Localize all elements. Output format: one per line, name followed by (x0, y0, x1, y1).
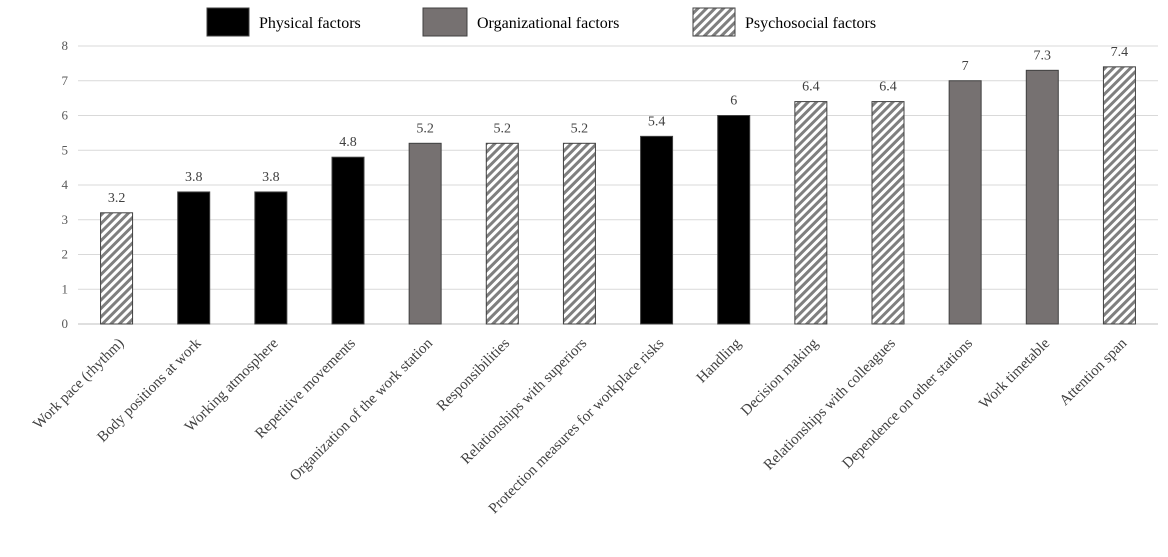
data-label: 5.2 (416, 121, 434, 136)
data-label: 6.4 (879, 80, 897, 95)
bar-4 (408, 142, 442, 325)
bar-9 (794, 101, 828, 325)
y-tick-label: 0 (62, 316, 69, 331)
bar-8 (717, 115, 751, 325)
y-tick-label: 4 (62, 177, 69, 192)
y-tick-label: 1 (62, 281, 69, 296)
data-label: 5.2 (494, 121, 512, 136)
bar-5 (485, 142, 519, 325)
legend-label: Organizational factors (477, 15, 619, 32)
category-label: Relationships with colleagues (761, 335, 899, 473)
data-label: 5.4 (648, 114, 666, 129)
bar-12 (1025, 69, 1059, 325)
category-label: Responsibilities (434, 335, 513, 414)
legend-swatch (422, 7, 468, 37)
data-label: 4.8 (339, 135, 357, 150)
y-axis: 0 1 2 3 4 5 6 7 8 (62, 38, 69, 331)
legend: Physical factors Organizational factors Ps… (206, 7, 876, 37)
y-tick-label: 2 (62, 247, 69, 262)
bars (100, 66, 1136, 325)
bar-10 (871, 101, 905, 325)
legend-label: Psychosocial factors (745, 15, 876, 32)
data-label: 7.4 (1111, 45, 1129, 60)
category-label: Attention span (1057, 335, 1131, 409)
category-label: Handling (694, 335, 745, 386)
data-label: 5.2 (571, 121, 589, 136)
category-label: Protection measures for workplace risks (486, 335, 668, 517)
y-tick-label: 7 (62, 73, 69, 88)
bar-2 (254, 191, 288, 325)
legend-label: Physical factors (259, 15, 361, 32)
bar-6 (562, 142, 596, 325)
bar-7 (640, 135, 674, 325)
bar-1 (177, 191, 211, 325)
y-tick-label: 5 (62, 142, 69, 157)
data-label: 3.2 (108, 191, 126, 206)
data-label: 3.8 (262, 170, 280, 185)
bar-13 (1102, 66, 1136, 325)
category-label: Decision making (738, 335, 822, 419)
y-tick-label: 3 (62, 212, 69, 227)
gridlines (78, 45, 1158, 325)
data-label: 6 (730, 94, 737, 109)
bar-3 (331, 156, 365, 325)
category-label: Organization of the work station (287, 335, 436, 484)
y-tick-label: 6 (62, 108, 69, 123)
y-tick-label: 8 (62, 38, 69, 53)
category-label: Work timetable (976, 335, 1053, 412)
legend-swatch (692, 7, 736, 37)
category-labels: Work pace (rhythm)Body positions at work… (30, 335, 1130, 517)
bar-0 (100, 212, 134, 325)
category-label: Dependence on other stations (839, 335, 976, 472)
data-label: 3.8 (185, 170, 203, 185)
data-label: 6.4 (802, 80, 820, 95)
category-label: Relationships with superiors (458, 335, 590, 467)
legend-swatch (206, 7, 250, 37)
bar-11 (948, 80, 982, 325)
data-label: 7.3 (1034, 48, 1052, 63)
data-label: 7 (962, 59, 969, 74)
data-labels: 3.2 3.8 3.8 4.8 5.2 5.2 5.2 5.4 6 6.4 6.4 7 7.3 7.4 (108, 45, 1128, 206)
